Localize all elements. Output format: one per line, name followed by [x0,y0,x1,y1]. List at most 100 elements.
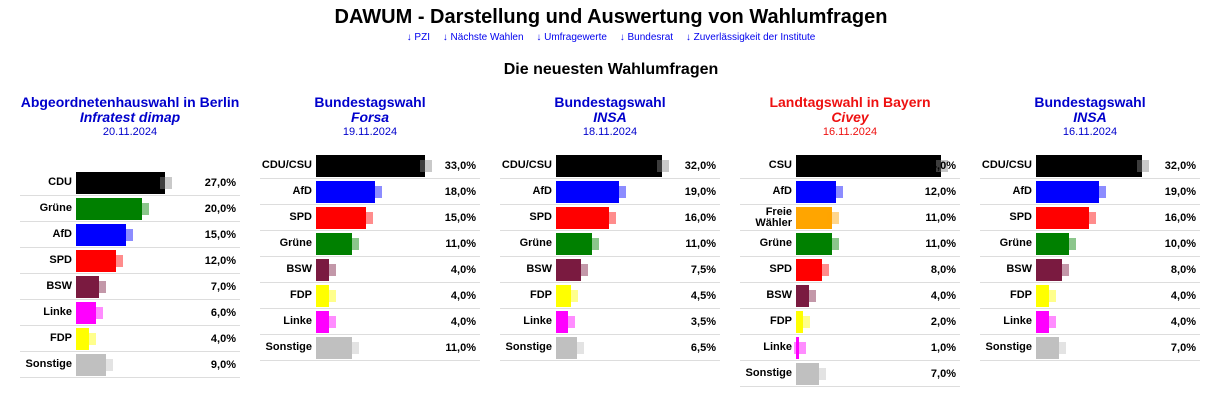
bar-row-linke[interactable]: Linke 6,0% [20,300,240,326]
bar-row-afd[interactable]: AfD 15,0% [20,222,240,248]
value-label: 3,5% [690,315,716,328]
nav-link-pzi[interactable]: ↓ PZI [406,32,430,43]
bar-row-spd[interactable]: SPD 12,0% [20,248,240,274]
bar-row-afd[interactable]: AfD 19,0% [500,179,720,205]
bar-linke [76,302,96,324]
party-label: CDU/CSU [261,159,312,171]
bar-row-sonstige[interactable]: Sonstige 7,0% [980,335,1200,361]
election-title[interactable]: Bundestagswahl [554,94,666,110]
bar-row-freie-waehler[interactable]: Freie Wähler 11,0% [740,205,960,231]
bar-row-fdp[interactable]: FDP 4,5% [500,283,720,309]
bar-spd [316,207,366,229]
bar-row-linke[interactable]: Linke 1,0% [740,335,960,361]
bar-row-cdu-csu[interactable]: CDU/CSU 32,0% [980,153,1200,179]
bar-row-sonstige[interactable]: Sonstige 7,0% [740,361,960,387]
bar-row-fdp[interactable]: FDP 4,0% [20,326,240,352]
poll-chart-bayern: Landtagswahl in Bayern Civey 16.11.2024 … [740,95,960,387]
value-label: 19,0% [1164,185,1196,198]
bar-row-spd[interactable]: SPD 8,0% [740,257,960,283]
party-label: CDU/CSU [501,159,552,171]
bar-row-fdp[interactable]: FDP 4,0% [980,283,1200,309]
party-label: BSW [766,289,792,301]
bar-row-gruene[interactable]: Grüne 11,0% [500,231,720,257]
bar-row-bsw[interactable]: BSW 8,0% [980,257,1200,283]
bar-row-linke[interactable]: Linke 3,5% [500,309,720,335]
poll-chart-insa-1: Bundestagswahl INSA 18.11.2024 CDU/CSU 32… [500,94,720,361]
bar-row-sonstige[interactable]: Sonstige 6,5% [500,335,720,361]
party-label: AfD [292,185,312,197]
value-label: 4,0% [930,289,956,302]
bar-row-gruene[interactable]: Grüne 11,0% [740,231,960,257]
bar-row-fdp[interactable]: FDP 2,0% [740,309,960,335]
previous-value-marker [347,342,360,354]
party-label: Grüne [999,237,1032,249]
bar-row-gruene[interactable]: Grüne 20,0% [20,196,240,222]
bar-bsw [1036,259,1063,281]
bar-row-cdu[interactable]: CDU 27,0% [20,170,240,196]
bar-row-cdu-csu[interactable]: CDU/CSU 32,0% [500,153,720,179]
poll-header: Bundestagswahl Forsa 19.11.2024 [260,95,480,140]
bar-cdu-csu [1036,155,1142,177]
bar-gruene [556,233,593,255]
institute-name[interactable]: Civey [831,109,869,125]
bar-row-linke[interactable]: Linke 4,0% [260,309,480,335]
value-label: 11,0% [685,237,716,250]
previous-value-marker [120,229,133,241]
previous-value-marker [827,238,840,250]
bar-row-bsw[interactable]: BSW 7,5% [500,257,720,283]
bar-row-spd[interactable]: SPD 16,0% [980,205,1200,231]
previous-value-marker [110,255,123,267]
previous-value-marker [804,290,817,302]
previous-value-marker [1044,290,1057,302]
institute-name[interactable]: INSA [1073,109,1107,125]
bar-row-fdp[interactable]: FDP 4,0% [260,283,480,309]
value-label: 4,5% [690,289,716,302]
bar-row-spd[interactable]: SPD 16,0% [500,205,720,231]
party-label: BSW [1006,263,1032,275]
previous-value-marker [575,264,588,276]
election-title[interactable]: Bundestagswahl [314,94,426,110]
bar-row-afd[interactable]: AfD 19,0% [980,179,1200,205]
election-title[interactable]: Abgeordnetenhauswahl in Berlin [20,94,240,110]
previous-value-marker [797,316,810,328]
value-label: 32,0% [1164,159,1196,172]
institute-name[interactable]: Forsa [350,109,390,125]
bar-row-cdu-csu[interactable]: CDU/CSU 33,0% [260,153,480,179]
institute-name[interactable]: INSA [593,109,627,125]
bar-row-bsw[interactable]: BSW 4,0% [740,283,960,309]
value-label: 15,0% [444,211,476,224]
institute-name[interactable]: Infratest dimap [79,109,181,125]
election-title[interactable]: Landtagswahl in Bayern [769,94,931,110]
bar-rows: CSU 44,0% AfD 12,0% Freie Wähler 11,0% Grüne 11… [740,153,960,387]
bar-row-spd[interactable]: SPD 15,0% [260,205,480,231]
value-label: 4,0% [1170,315,1196,328]
previous-value-marker [830,186,843,198]
bar-row-bsw[interactable]: BSW 4,0% [260,257,480,283]
party-label: Linke [763,341,792,353]
previous-value-marker [347,238,360,250]
bar-row-afd[interactable]: AfD 18,0% [260,179,480,205]
nav-link-zuverlaessigkeit[interactable]: ↓ Zuverlässigkeit der Institute [685,32,816,43]
bar-cdu-csu [556,155,662,177]
nav-link-naechste-wahlen[interactable]: ↓ Nächste Wahlen [442,32,524,43]
bar-row-gruene[interactable]: Grüne 10,0% [980,231,1200,257]
nav-link-bundesrat[interactable]: ↓ Bundesrat [619,32,674,43]
previous-value-marker [160,177,173,189]
previous-value-marker [1064,238,1076,250]
bar-row-bsw[interactable]: BSW 7,0% [20,274,240,300]
bar-row-sonstige[interactable]: Sonstige 9,0% [20,352,240,378]
bar-row-afd[interactable]: AfD 12,0% [740,179,960,205]
party-label: AfD [52,228,72,240]
party-label: CDU/CSU [981,159,1032,171]
bar-row-csu[interactable]: CSU 44,0% [740,153,960,179]
nav-link-umfragewerte[interactable]: ↓ Umfragewerte [536,32,607,43]
bar-row-sonstige[interactable]: Sonstige 11,0% [260,335,480,361]
election-title[interactable]: Bundestagswahl [1034,94,1146,110]
bar-row-gruene[interactable]: Grüne 11,0% [260,231,480,257]
poll-header: Landtagswahl in Bayern Civey 16.11.2024 [740,95,960,140]
bar-fdp [1036,285,1050,307]
poll-date: 20.11.2024 [102,126,158,138]
party-label: AfD [532,185,552,197]
bar-row-linke[interactable]: Linke 4,0% [980,309,1200,335]
bar-rows: CDU/CSU 32,0% AfD 19,0% SPD 16,0% Grüne 10,0% BS… [980,153,1200,361]
